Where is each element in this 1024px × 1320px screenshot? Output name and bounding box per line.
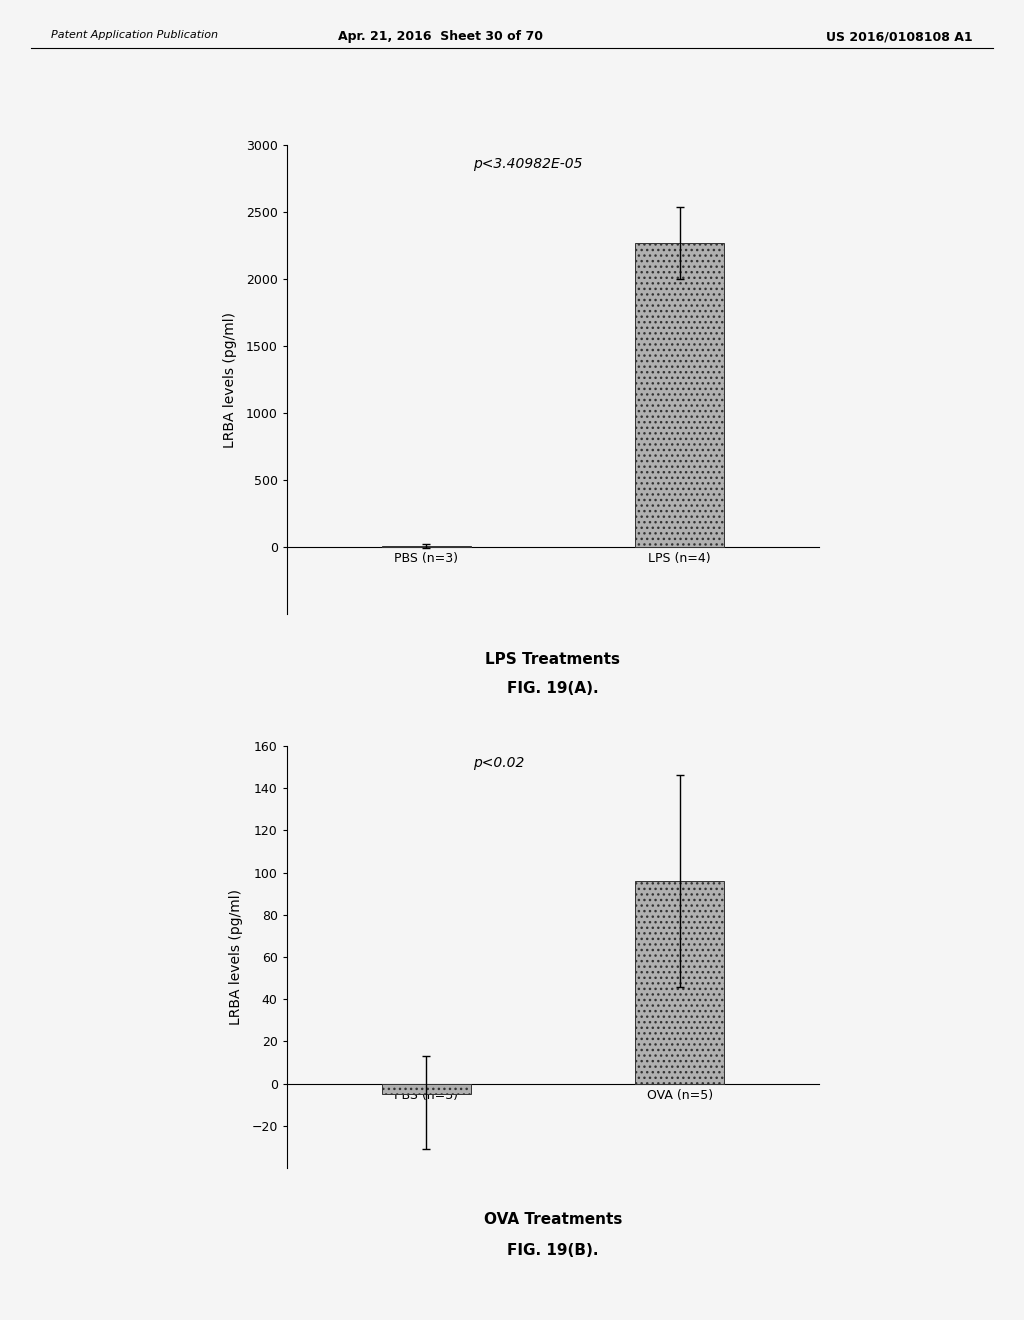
Y-axis label: LRBA levels (pg/ml): LRBA levels (pg/ml) (229, 888, 243, 1026)
Bar (635, 880, 724, 1084)
Text: Patent Application Publication: Patent Application Publication (51, 30, 218, 41)
Text: Apr. 21, 2016  Sheet 30 of 70: Apr. 21, 2016 Sheet 30 of 70 (338, 30, 543, 44)
Text: US 2016/0108108 A1: US 2016/0108108 A1 (826, 30, 973, 44)
Text: p<3.40982E-05: p<3.40982E-05 (473, 157, 583, 170)
Text: LPS Treatments: LPS Treatments (485, 652, 621, 667)
Bar (382, 1084, 471, 1094)
Text: OVA Treatments: OVA Treatments (483, 1212, 623, 1226)
Bar (635, 243, 724, 546)
Y-axis label: LRBA levels (pg/ml): LRBA levels (pg/ml) (223, 312, 238, 447)
Text: FIG. 19(B).: FIG. 19(B). (507, 1243, 599, 1258)
Text: FIG. 19(A).: FIG. 19(A). (507, 681, 599, 696)
Text: p<0.02: p<0.02 (473, 756, 524, 771)
